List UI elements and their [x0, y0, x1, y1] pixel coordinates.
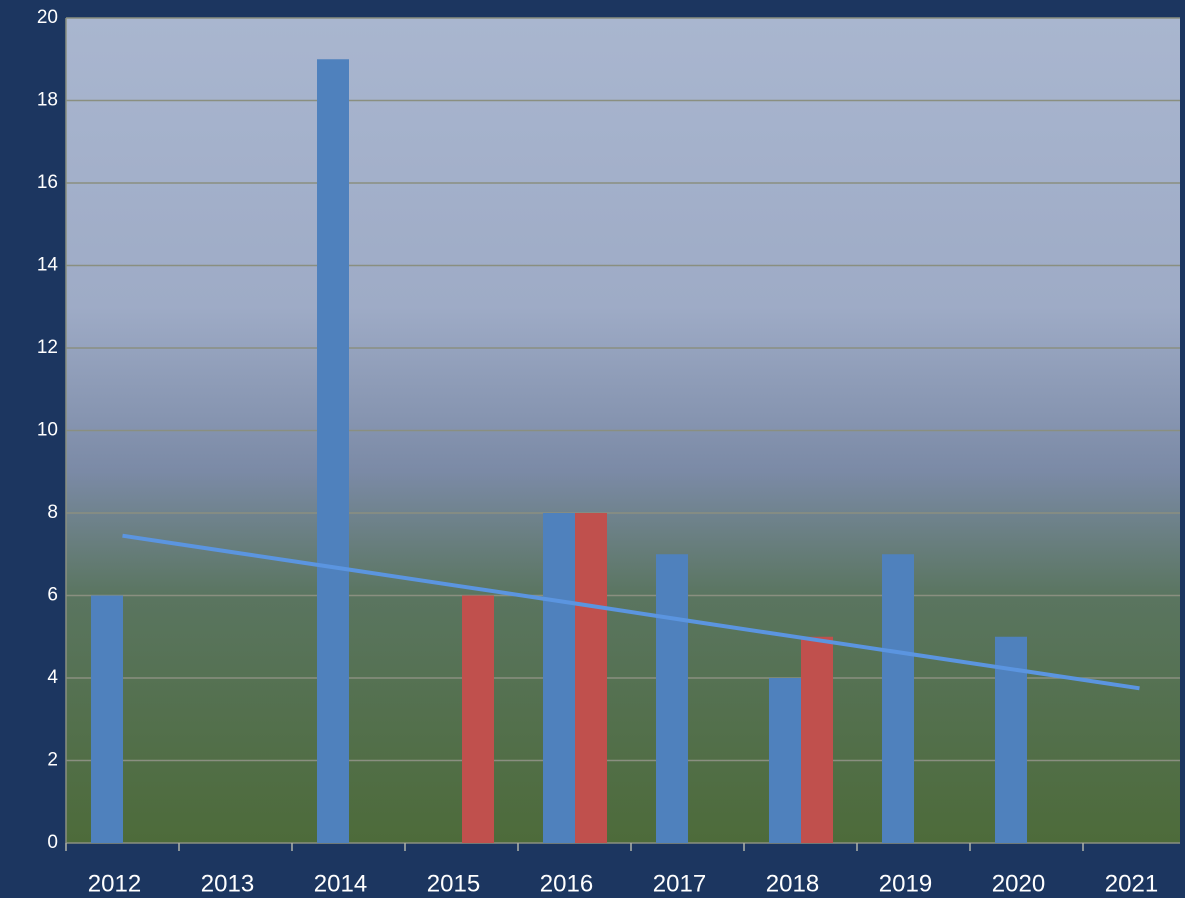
bar — [882, 554, 914, 843]
y-tick-label: 16 — [37, 172, 58, 193]
x-tick-label: 2018 — [766, 870, 819, 897]
bar — [317, 59, 349, 843]
x-tick-label: 2013 — [201, 870, 254, 897]
x-tick-label: 2014 — [314, 870, 367, 897]
bar — [575, 513, 607, 843]
x-tick-label: 2019 — [879, 870, 932, 897]
y-tick-label: 2 — [47, 750, 58, 771]
y-tick-label: 14 — [37, 255, 59, 276]
bar — [91, 595, 123, 843]
y-tick-label: 8 — [47, 502, 58, 523]
x-tick-label: 2015 — [427, 870, 480, 897]
bar — [656, 554, 688, 843]
y-tick-label: 10 — [37, 420, 58, 441]
trend-line — [122, 533, 1140, 691]
x-tick-label: 2021 — [1105, 870, 1158, 897]
y-tick-label: 12 — [37, 337, 58, 358]
bar — [462, 595, 494, 843]
x-tick-label: 2020 — [992, 870, 1045, 897]
x-tick-label: 2016 — [540, 870, 593, 897]
y-tick-label: 4 — [47, 667, 58, 688]
y-tick-label: 18 — [37, 90, 58, 111]
y-tick-label: 0 — [47, 832, 58, 853]
bar — [769, 678, 801, 843]
x-tick-label: 2012 — [88, 870, 141, 897]
y-tick-label: 6 — [47, 585, 58, 606]
bar — [543, 513, 575, 843]
x-tick-label: 2017 — [653, 870, 706, 897]
bar — [801, 636, 833, 843]
y-tick-label: 20 — [37, 7, 58, 28]
